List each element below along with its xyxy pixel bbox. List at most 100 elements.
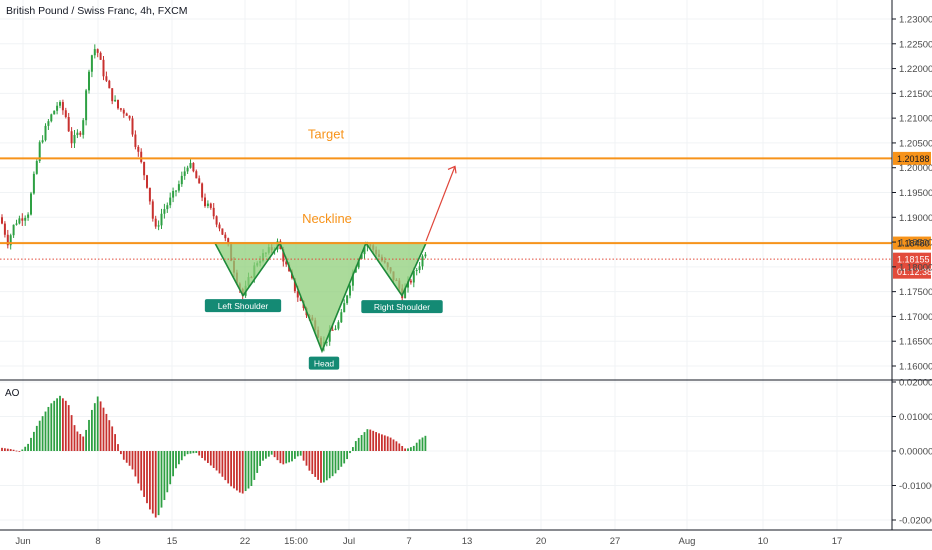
ao-bar [15,450,18,452]
ao-bar [33,431,35,451]
ao-y-tick-label: -0.02000 [899,516,932,527]
ao-bar [418,439,421,451]
ao-bar [288,451,290,463]
ao-bar [415,442,418,451]
ao-bar [50,403,53,451]
ao-bar [64,400,67,451]
horizontal-levels[interactable]: Target 1.20188 Neckline 1.18480 1.18155 01:12… [0,126,932,279]
candle-body [140,151,143,163]
candle-body [64,110,67,118]
candle-body [198,178,201,184]
candle-body [1,217,3,224]
y-tick-label: 1.18500 [899,238,932,249]
candle-body [134,134,137,147]
ao-bar [117,444,119,451]
grid-lines [0,0,892,530]
ao-bar [421,437,424,451]
candle-body [61,102,64,111]
candle-body [180,175,183,185]
ao-bar [163,451,166,501]
ao-bar [70,415,73,451]
ao-bar [178,451,180,465]
candle-body [154,218,157,227]
ao-bar [128,451,131,466]
y-tick-label: 1.21500 [899,89,932,100]
ao-bar [331,451,334,477]
ao-bar [320,451,322,483]
ao-bar [317,451,319,480]
candle-body [82,120,85,135]
ao-bar [82,436,85,451]
ao-bar [195,451,198,453]
candle-body [227,238,230,245]
ao-bar [108,420,111,451]
candle-body [119,108,122,110]
candle-body [125,113,128,116]
candle-body [67,117,70,132]
ao-bar [381,434,383,451]
ao-bar [273,451,276,458]
ao-bar [215,451,218,471]
ao-bar [169,451,172,485]
candle-body [128,115,131,119]
inverse-head-shoulders-pattern: Left Shoulder Head Right Shoulder [204,241,443,370]
candle-body [343,303,346,313]
ao-bar [308,451,311,471]
ao-bar [218,451,221,474]
current-price-tag [893,252,931,279]
ao-bar [392,439,395,451]
left-shoulder-badge [204,299,282,313]
candle-body [111,88,114,102]
target-price-tag-text: 1.20188 [897,154,930,164]
candle-body [148,187,151,202]
candle-body [175,190,177,192]
ao-bar [267,451,270,457]
ao-bar [395,441,398,451]
x-tick-label: Jul [343,536,355,547]
ao-bar [323,451,325,483]
ao-bar [299,451,302,456]
candle-body [421,256,424,267]
candle-body [163,209,166,214]
ao-bar [204,451,206,461]
ao-bar [24,446,27,451]
ao-bar [122,451,125,460]
candle-body [412,271,415,283]
candle-body [99,52,102,60]
ao-bar [337,451,340,471]
candle-body [201,183,204,198]
y-tick-label: 1.19000 [899,213,932,224]
ao-bar [114,434,116,451]
ao-bar [201,451,203,458]
candle-body [169,197,172,206]
ao-bar [349,451,351,454]
neckline-price-tag [893,236,931,250]
ao-bar [111,426,114,451]
ao-bar [294,451,296,459]
candle-body [53,110,56,115]
ao-bar [96,396,99,451]
ao-bar [186,451,189,455]
x-tick-label: 15 [167,536,178,547]
candle-body [114,99,117,102]
ao-bar [233,451,235,489]
ao-y-tick-label: 0.00000 [899,447,932,458]
ao-bar [366,429,369,451]
ao-bar [357,437,360,451]
candle-body [404,287,407,299]
pattern-shape [213,241,428,354]
ao-bar [250,451,253,487]
candle-body [105,76,108,81]
ao-bar [12,449,15,451]
ao-bar [183,451,186,457]
candle-body [349,285,351,296]
ao-bar [410,447,412,451]
candle-body [35,161,38,174]
ao-bar [6,448,9,451]
ao-y-tick-label: -0.01000 [899,481,932,492]
candle-body [143,162,146,176]
candle-body [93,49,96,56]
y-tick-label: 1.17500 [899,287,932,298]
